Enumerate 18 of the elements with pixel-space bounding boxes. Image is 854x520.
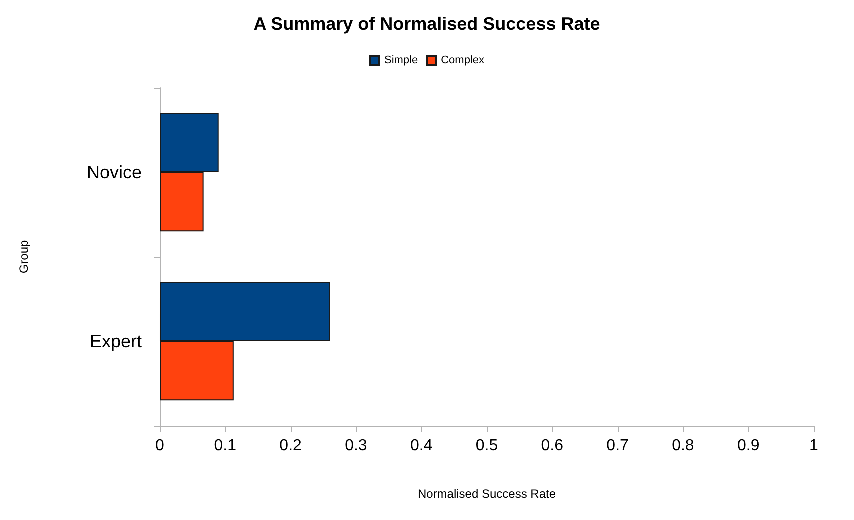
x-tick-label: 0.5 xyxy=(476,438,498,454)
x-tick-label: 0.4 xyxy=(410,438,433,454)
x-tick-label: 0.3 xyxy=(345,438,368,454)
y-axis-title: Group xyxy=(17,240,31,274)
legend-label: Simple xyxy=(384,54,418,66)
x-tick-label: 0 xyxy=(156,438,165,454)
x-tick-label: 0.9 xyxy=(737,438,760,454)
x-tick-label: 0.1 xyxy=(214,438,237,454)
y-tick-label: Expert xyxy=(90,332,142,352)
x-tick-label: 0.7 xyxy=(606,438,630,454)
x-tick-label: 1 xyxy=(810,438,819,454)
y-tick-label: Novice xyxy=(86,162,142,182)
chart-title: A Summary of Normalised Success Rate xyxy=(254,14,600,34)
legend-label: Complex xyxy=(441,54,486,66)
x-tick-label: 0.2 xyxy=(280,438,302,454)
x-axis-title: Normalised Success Rate xyxy=(418,487,556,501)
x-tick-label: 0.8 xyxy=(672,438,694,454)
x-tick-label: 0.6 xyxy=(541,438,564,454)
